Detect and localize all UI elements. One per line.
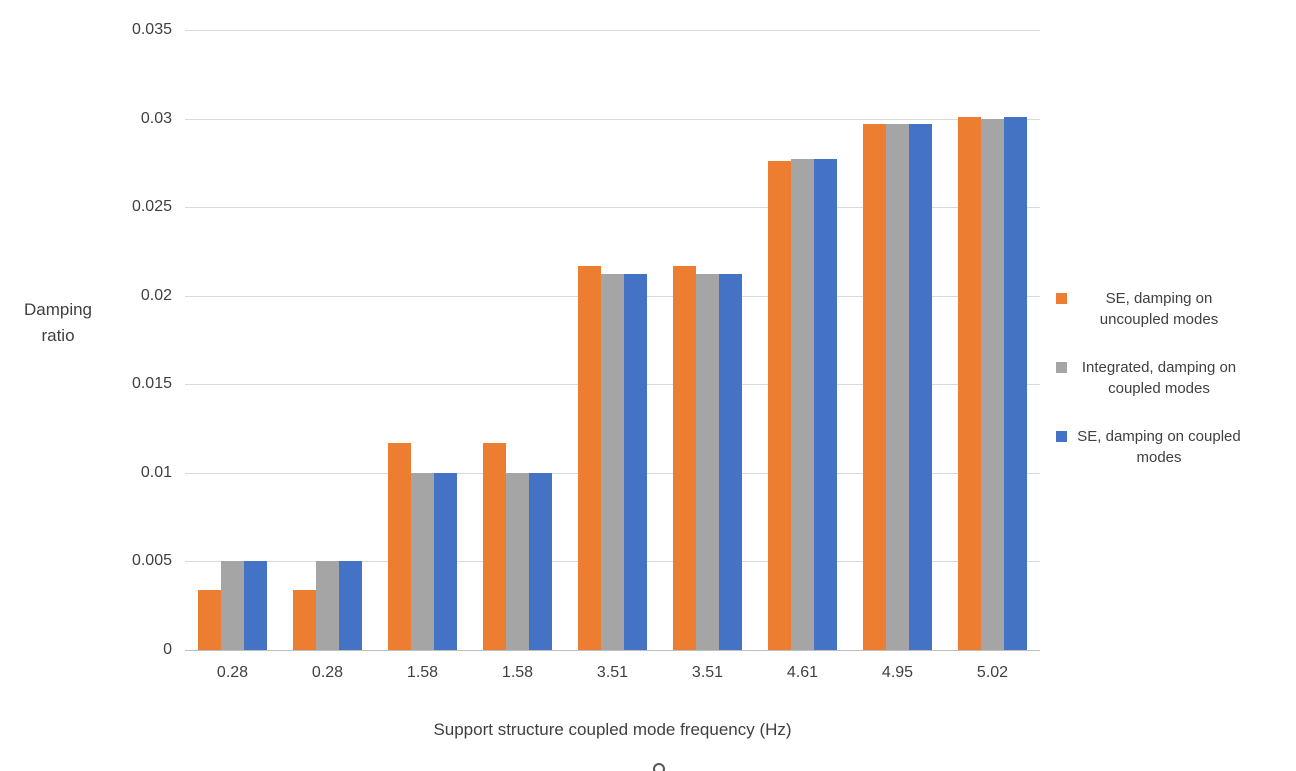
gridline [185, 207, 1040, 209]
y-tick-label: 0.035 [131, 21, 172, 38]
gridline [185, 118, 1040, 120]
legend-label: SE, damping on coupled modes [1077, 428, 1241, 466]
y-axis-title-line1: Damping [23, 300, 93, 319]
x-tick-label: 5.02 [976, 664, 1009, 681]
legend-item: SE, damping on coupled modes [1056, 426, 1294, 468]
y-tick-label: 0.025 [131, 198, 172, 216]
bar [768, 161, 791, 650]
x-axis-tick-labels: 0.28 0.28 1.58 1.58 3.51 3.51 4.61 4.95 5.02 [185, 664, 1040, 688]
x-tick-label: 3.51 [596, 664, 629, 681]
bar [411, 472, 434, 650]
bar [863, 123, 886, 650]
y-tick-label: 0.01 [140, 463, 172, 481]
cropped-circle-glyph [653, 763, 665, 771]
bar-group [280, 30, 375, 650]
x-tick-label: 1.58 [501, 664, 534, 681]
bar [673, 265, 696, 650]
x-tick-label: 0.28 [311, 664, 344, 681]
bar [198, 589, 221, 650]
bar [506, 472, 529, 650]
x-tick-label: 0.28 [216, 664, 249, 681]
bar [221, 561, 244, 650]
bar [388, 442, 411, 650]
y-axis-title-line2: ratio [41, 326, 75, 345]
bar [483, 442, 506, 650]
bar [719, 274, 742, 650]
legend-swatch-icon [1056, 431, 1067, 442]
legend-label: Integrated, damping on coupled modes [1081, 359, 1237, 397]
bar [293, 589, 316, 650]
legend-item: Integrated, damping on coupled modes [1056, 357, 1294, 399]
x-tick-label: 1.58 [406, 664, 439, 681]
bar-group [375, 30, 470, 650]
bar-group [565, 30, 660, 650]
bar [886, 123, 909, 650]
gridline [185, 30, 1040, 31]
bar [339, 561, 362, 650]
bar [434, 472, 457, 650]
bar [578, 265, 601, 650]
bar-group [660, 30, 755, 650]
bar [791, 159, 814, 650]
bar-group [755, 30, 850, 650]
bar [814, 159, 837, 650]
bar [529, 472, 552, 650]
bar [601, 274, 624, 650]
bar [696, 274, 719, 650]
y-tick-label: 0.02 [140, 286, 172, 304]
legend-label: SE, damping on uncoupled modes [1099, 290, 1219, 328]
y-axis-tick-labels: 0 0.005 0.01 0.015 0.02 0.025 0.03 0.035 [0, 21, 172, 658]
y-tick-label: 0.03 [140, 109, 172, 127]
y-tick-label: 0 [163, 641, 172, 658]
legend-swatch-icon [1056, 293, 1067, 304]
bar [316, 561, 339, 650]
y-tick-label: 0.005 [131, 552, 172, 570]
bar [624, 274, 647, 650]
bar-group [470, 30, 565, 650]
legend-item: SE, damping on uncoupled modes [1056, 288, 1294, 330]
y-axis-title: Damping ratio [6, 297, 110, 349]
bar-group [185, 30, 280, 650]
bar-group [850, 30, 945, 650]
x-tick-label: 4.95 [881, 664, 914, 681]
x-axis-title: Support structure coupled mode frequency… [433, 720, 792, 739]
bar [981, 118, 1004, 650]
bar-group [945, 30, 1040, 650]
legend-swatch-icon [1056, 362, 1067, 373]
plot-area [185, 30, 1040, 651]
legend: SE, damping on uncoupled modes Integrated… [1056, 288, 1294, 495]
bar [244, 561, 267, 650]
x-tick-label: 4.61 [786, 664, 819, 681]
x-tick-label: 3.51 [691, 664, 724, 681]
bar [958, 116, 981, 650]
bar [1004, 116, 1027, 650]
bar [909, 123, 932, 650]
y-tick-label: 0.015 [131, 375, 172, 393]
